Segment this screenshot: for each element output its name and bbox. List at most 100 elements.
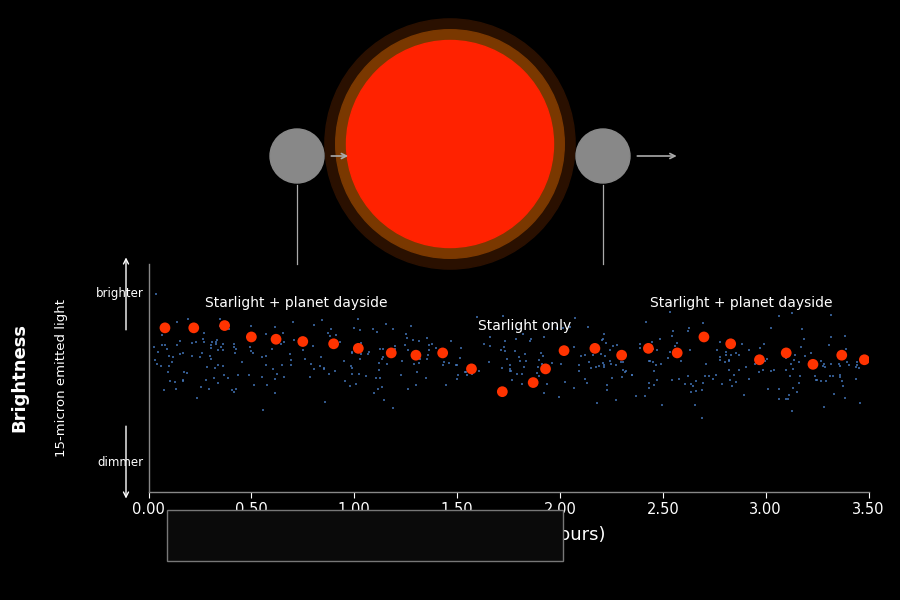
- Point: [519, 356, 534, 366]
- Point: [158, 323, 172, 332]
- Point: [307, 320, 321, 330]
- Point: [347, 323, 362, 333]
- Point: [176, 376, 190, 386]
- Point: [538, 364, 553, 374]
- Point: [832, 372, 847, 382]
- Point: [578, 350, 592, 360]
- Point: [374, 355, 389, 364]
- Point: [603, 346, 617, 355]
- Point: [158, 340, 173, 350]
- Point: [767, 365, 781, 374]
- Point: [422, 345, 436, 355]
- Point: [597, 362, 611, 372]
- Point: [366, 388, 381, 398]
- Point: [616, 357, 630, 367]
- Point: [588, 344, 602, 353]
- Point: [572, 366, 586, 376]
- Point: [605, 373, 619, 383]
- Point: [234, 357, 248, 367]
- Point: [470, 313, 484, 322]
- Point: [204, 343, 219, 352]
- Point: [348, 379, 363, 389]
- Point: [784, 359, 798, 369]
- Point: [748, 359, 762, 369]
- Point: [683, 346, 698, 355]
- Point: [413, 354, 428, 364]
- Point: [274, 361, 289, 370]
- Point: [742, 374, 756, 384]
- Point: [313, 361, 328, 371]
- Point: [680, 326, 695, 335]
- Point: [554, 359, 568, 368]
- Point: [502, 367, 517, 376]
- Point: [779, 348, 794, 358]
- Point: [161, 368, 176, 377]
- Point: [409, 380, 423, 390]
- Point: [566, 342, 580, 352]
- Point: [228, 348, 242, 358]
- Point: [787, 356, 801, 365]
- Point: [189, 337, 203, 346]
- Point: [763, 366, 778, 376]
- Point: [449, 360, 464, 370]
- Point: [698, 371, 713, 381]
- Point: [458, 367, 473, 377]
- Point: [722, 355, 736, 365]
- Point: [269, 334, 284, 344]
- Point: [148, 289, 163, 299]
- Point: [663, 347, 678, 357]
- Point: [394, 356, 409, 365]
- Point: [786, 383, 800, 393]
- Point: [411, 349, 426, 359]
- Point: [822, 340, 836, 350]
- Point: [752, 355, 767, 365]
- Point: [645, 337, 660, 346]
- Point: [732, 350, 746, 360]
- Point: [503, 367, 517, 376]
- Point: [710, 345, 724, 355]
- Point: [670, 338, 684, 348]
- Point: [166, 358, 180, 367]
- Point: [832, 359, 846, 368]
- Point: [715, 379, 729, 389]
- Point: [791, 378, 806, 388]
- Point: [686, 382, 700, 391]
- Point: [477, 339, 491, 349]
- Point: [688, 376, 703, 386]
- Point: [542, 319, 556, 329]
- Point: [494, 345, 508, 355]
- Point: [642, 383, 656, 393]
- Point: [298, 354, 312, 364]
- Point: [653, 335, 668, 344]
- Point: [338, 356, 352, 366]
- Point: [817, 362, 832, 371]
- Text: Starlight + planet dayside: Starlight + planet dayside: [0, 599, 1, 600]
- Point: [354, 355, 368, 364]
- Point: [580, 378, 594, 388]
- Point: [216, 340, 230, 349]
- Point: [243, 342, 257, 352]
- Point: [824, 310, 838, 320]
- Point: [420, 354, 435, 364]
- Point: [324, 324, 338, 334]
- Point: [372, 365, 386, 375]
- Point: [500, 355, 514, 364]
- Point: [428, 343, 443, 353]
- Point: [516, 329, 530, 339]
- Point: [184, 338, 199, 348]
- Point: [307, 364, 321, 374]
- Point: [161, 352, 176, 361]
- Point: [670, 348, 684, 358]
- Point: [464, 364, 479, 374]
- Point: [682, 323, 697, 332]
- Point: [354, 349, 368, 359]
- Point: [814, 376, 828, 386]
- Point: [497, 343, 511, 352]
- Point: [614, 358, 628, 367]
- Point: [739, 362, 753, 371]
- Point: [674, 356, 688, 366]
- Point: [725, 381, 740, 391]
- Point: [204, 338, 219, 347]
- Point: [562, 322, 577, 332]
- Point: [275, 328, 290, 337]
